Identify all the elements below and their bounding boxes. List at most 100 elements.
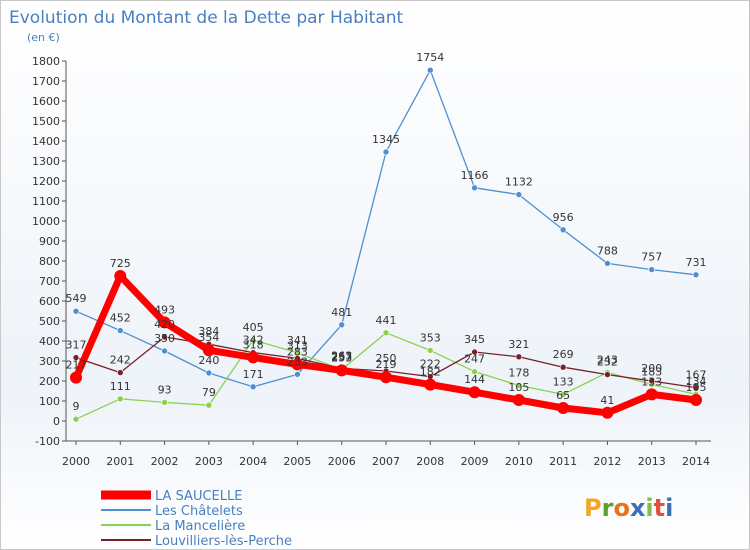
data-label-la-manceli-re: 111 (110, 380, 131, 393)
data-point-louvilliers-l-s-perche (161, 333, 168, 341)
data-label-louvilliers-l-s-perche: 222 (420, 358, 441, 371)
data-point-la-manceli-re (515, 382, 523, 389)
data-label-les-ch-telets: 1132 (505, 176, 533, 189)
data-label-louvilliers-l-s-perche: 250 (376, 352, 397, 365)
y-tick-label: 0 (53, 415, 60, 428)
data-point-louvilliers-l-s-perche (116, 369, 124, 376)
y-tick-label: 600 (39, 295, 60, 308)
data-point-la-manceli-re (116, 395, 124, 403)
data-label-la-manceli-re: 79 (202, 386, 216, 399)
data-point-les-ch-telets (559, 226, 567, 234)
y-tick-label: 800 (39, 255, 60, 268)
data-label-les-ch-telets: 452 (110, 312, 131, 325)
data-label-la-saucelle: 41 (600, 394, 614, 407)
data-label-la-saucelle: 253 (331, 351, 352, 364)
data-point-les-ch-telets (338, 321, 346, 329)
x-tick-label: 2001 (106, 455, 134, 468)
y-tick-label: 1700 (32, 75, 60, 88)
y-tick-label: -100 (35, 435, 60, 448)
data-label-la-manceli-re: 257 (331, 351, 352, 364)
x-tick-label: 2010 (505, 455, 533, 468)
x-tick-label: 2013 (638, 455, 666, 468)
data-point-louvilliers-l-s-perche (604, 371, 611, 378)
data-label-la-manceli-re: 178 (508, 366, 529, 379)
data-point-la-saucelle (424, 378, 437, 391)
data-label-la-saucelle: 283 (287, 345, 308, 358)
data-point-louvilliers-l-s-perche (471, 348, 478, 356)
y-tick-label: 900 (39, 235, 60, 248)
data-label-les-ch-telets: 171 (243, 368, 264, 381)
y-tick-label: 1800 (32, 55, 60, 68)
data-point-la-saucelle (601, 406, 614, 419)
data-point-la-saucelle (557, 402, 570, 414)
data-label-les-ch-telets: 731 (686, 256, 707, 269)
y-tick-label: 300 (39, 355, 60, 368)
data-label-la-manceli-re: 441 (376, 314, 397, 327)
data-point-la-manceli-re (161, 399, 168, 406)
legend-label-les-ch-telets: Les Châtelets (155, 504, 243, 519)
data-label-les-ch-telets: 1166 (461, 169, 489, 182)
data-label-la-saucelle: 217 (66, 359, 87, 372)
data-label-louvilliers-l-s-perche: 263 (331, 349, 352, 362)
data-label-les-ch-telets: 1754 (416, 51, 444, 64)
data-label-la-manceli-re: 247 (464, 353, 485, 366)
x-tick-label: 2003 (195, 455, 223, 468)
data-label-les-ch-telets: 956 (553, 211, 574, 224)
data-label-les-ch-telets: 757 (641, 251, 662, 264)
data-point-la-saucelle (114, 270, 127, 282)
data-point-la-saucelle (291, 358, 304, 371)
data-point-la-manceli-re (426, 347, 434, 354)
data-label-louvilliers-l-s-perche: 242 (110, 354, 131, 367)
data-label-les-ch-telets: 788 (597, 244, 618, 257)
y-tick-label: 700 (39, 275, 60, 288)
y-tick-label: 1100 (32, 195, 60, 208)
data-point-les-ch-telets (72, 307, 80, 315)
data-point-la-saucelle (468, 386, 481, 399)
legend-label-la-manceli-re: La Mancelière (155, 519, 245, 534)
data-point-la-manceli-re (249, 336, 257, 344)
chart-subtitle: (en €) (27, 31, 60, 44)
y-tick-label: 1600 (32, 95, 60, 108)
data-label-les-ch-telets: 233 (287, 355, 308, 368)
x-tick-label: 2008 (416, 455, 444, 468)
proxiti-logo: Proxiti (584, 494, 673, 522)
data-label-louvilliers-l-s-perche: 420 (154, 318, 175, 331)
data-label-louvilliers-l-s-perche: 345 (464, 333, 485, 346)
data-point-les-ch-telets (604, 260, 611, 267)
data-label-louvilliers-l-s-perche: 313 (287, 339, 308, 352)
x-tick-label: 2007 (372, 455, 400, 468)
data-point-louvilliers-l-s-perche (515, 353, 523, 361)
y-tick-label: 1000 (32, 215, 60, 228)
data-label-la-manceli-re: 134 (686, 375, 707, 388)
data-point-les-ch-telets (116, 327, 124, 334)
x-tick-label: 2011 (549, 455, 577, 468)
x-tick-label: 2009 (461, 455, 489, 468)
data-label-la-saucelle: 219 (376, 358, 397, 371)
data-point-la-manceli-re (72, 415, 80, 423)
data-label-la-saucelle: 144 (464, 373, 485, 386)
data-label-la-manceli-re: 353 (420, 331, 441, 344)
y-tick-label: 100 (39, 395, 60, 408)
data-point-la-manceli-re (382, 329, 390, 337)
data-point-les-ch-telets (648, 266, 656, 273)
data-label-louvilliers-l-s-perche: 232 (597, 356, 618, 369)
y-tick-label: 1200 (32, 175, 60, 188)
data-point-les-ch-telets (426, 66, 434, 74)
data-point-les-ch-telets (205, 369, 213, 377)
legend-label-la-saucelle: LA SAUCELLE (155, 489, 242, 504)
data-point-la-saucelle (512, 394, 525, 406)
data-point-la-saucelle (158, 316, 171, 329)
data-point-la-saucelle (690, 394, 702, 406)
y-tick-label: 500 (39, 315, 60, 328)
data-label-louvilliers-l-s-perche: 317 (66, 339, 87, 352)
data-point-les-ch-telets (382, 148, 390, 156)
data-label-les-ch-telets: 481 (331, 306, 352, 319)
x-tick-label: 2006 (328, 455, 356, 468)
y-tick-label: 1500 (32, 115, 60, 128)
data-point-la-manceli-re (205, 401, 213, 409)
x-tick-label: 2004 (239, 455, 267, 468)
data-point-louvilliers-l-s-perche (559, 363, 567, 371)
x-tick-label: 2005 (283, 455, 311, 468)
data-label-la-manceli-re: 9 (73, 400, 80, 413)
